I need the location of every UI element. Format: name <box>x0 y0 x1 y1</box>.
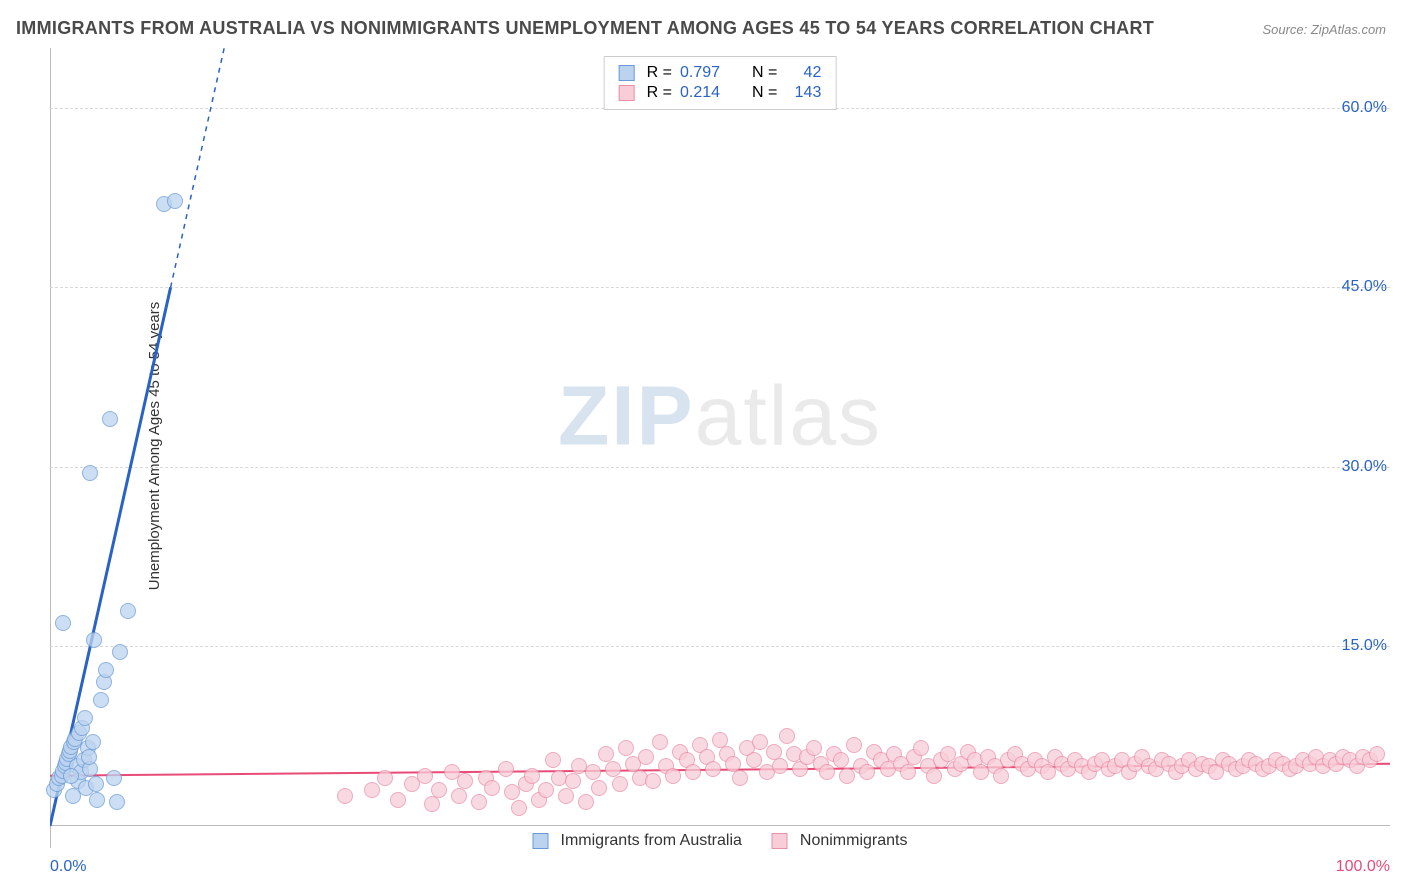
y-tick-label: 15.0% <box>1342 637 1395 655</box>
data-point <box>578 794 594 810</box>
series-legend-item: Nonimmigrants <box>772 832 908 850</box>
series-legend-item: Immigrants from Australia <box>533 832 742 850</box>
data-point <box>652 734 668 750</box>
data-point <box>337 788 353 804</box>
data-point <box>618 740 634 756</box>
data-point <box>558 788 574 804</box>
correlation-legend: R = 0.797 N = 42 R = 0.214 N = 143 <box>604 56 837 110</box>
gridline <box>50 646 1390 647</box>
data-point <box>545 752 561 768</box>
legend-row: R = 0.214 N = 143 <box>619 83 822 103</box>
data-point <box>417 768 433 784</box>
data-point <box>377 770 393 786</box>
data-point <box>538 782 554 798</box>
legend-swatch <box>772 833 788 849</box>
data-point <box>819 764 835 780</box>
data-point <box>638 749 654 765</box>
data-point <box>591 780 607 796</box>
legend-r-value: 0.797 <box>680 64 732 82</box>
legend-n-value: 42 <box>785 64 821 82</box>
data-point <box>498 761 514 777</box>
data-point <box>859 764 875 780</box>
data-point <box>685 764 701 780</box>
data-point <box>993 768 1009 784</box>
data-point <box>484 780 500 796</box>
legend-n-label: N = <box>752 84 777 102</box>
data-point <box>471 794 487 810</box>
data-point <box>457 773 473 789</box>
data-point <box>772 758 788 774</box>
y-tick-label: 30.0% <box>1342 458 1395 476</box>
data-point <box>120 603 136 619</box>
data-point <box>605 761 621 777</box>
data-point <box>55 615 71 631</box>
data-point <box>833 752 849 768</box>
legend-r-label: R = <box>647 64 672 82</box>
data-point <box>746 752 762 768</box>
legend-r-value: 0.214 <box>680 84 732 102</box>
data-point <box>806 740 822 756</box>
data-point <box>109 794 125 810</box>
data-point <box>1369 746 1385 762</box>
legend-n-label: N = <box>752 64 777 82</box>
data-point <box>612 776 628 792</box>
data-point <box>451 788 467 804</box>
data-point <box>93 692 109 708</box>
data-point <box>779 728 795 744</box>
series-legend-label: Nonimmigrants <box>800 832 908 850</box>
data-point <box>926 768 942 784</box>
y-axis-line <box>50 48 51 848</box>
watermark-light: atlas <box>695 369 882 463</box>
data-point <box>665 768 681 784</box>
data-point <box>77 710 93 726</box>
data-point <box>565 773 581 789</box>
data-point <box>98 662 114 678</box>
data-point <box>524 768 540 784</box>
legend-swatch <box>533 833 549 849</box>
watermark-bold: ZIP <box>558 369 695 463</box>
gridline <box>50 287 1390 288</box>
data-point <box>846 737 862 753</box>
data-point <box>900 764 916 780</box>
y-tick-label: 60.0% <box>1342 99 1395 117</box>
x-axis-line <box>50 825 1390 826</box>
data-point <box>431 782 447 798</box>
data-point <box>913 740 929 756</box>
legend-swatch <box>619 85 635 101</box>
data-point <box>390 792 406 808</box>
source-label: Source: ZipAtlas.com <box>1262 22 1386 37</box>
data-point <box>112 644 128 660</box>
data-point <box>88 776 104 792</box>
data-point <box>705 761 721 777</box>
chart-title: IMMIGRANTS FROM AUSTRALIA VS NONIMMIGRAN… <box>16 18 1154 39</box>
series-legend-label: Immigrants from Australia <box>561 832 742 850</box>
data-point <box>732 770 748 786</box>
x-tick-label: 100.0% <box>1336 858 1390 876</box>
trend-lines <box>50 48 1390 848</box>
data-point <box>424 796 440 812</box>
data-point <box>511 800 527 816</box>
data-point <box>585 764 601 780</box>
legend-n-value: 143 <box>785 84 821 102</box>
series-legend: Immigrants from Australia Nonimmigrants <box>533 832 908 850</box>
data-point <box>82 465 98 481</box>
data-point <box>102 411 118 427</box>
y-tick-label: 45.0% <box>1342 278 1395 296</box>
data-point <box>167 193 183 209</box>
gridline <box>50 467 1390 468</box>
data-point <box>645 773 661 789</box>
data-point <box>364 782 380 798</box>
data-point <box>63 768 79 784</box>
data-point <box>106 770 122 786</box>
watermark: ZIPatlas <box>558 368 882 465</box>
legend-swatch <box>619 65 635 81</box>
legend-r-label: R = <box>647 84 672 102</box>
legend-row: R = 0.797 N = 42 <box>619 63 822 83</box>
data-point <box>81 749 97 765</box>
x-tick-label: 0.0% <box>50 858 86 876</box>
data-point <box>89 792 105 808</box>
data-point <box>86 632 102 648</box>
plot-area: ZIPatlas R = 0.797 N = 42 R = 0.214 N = 143 Imm… <box>50 48 1390 848</box>
